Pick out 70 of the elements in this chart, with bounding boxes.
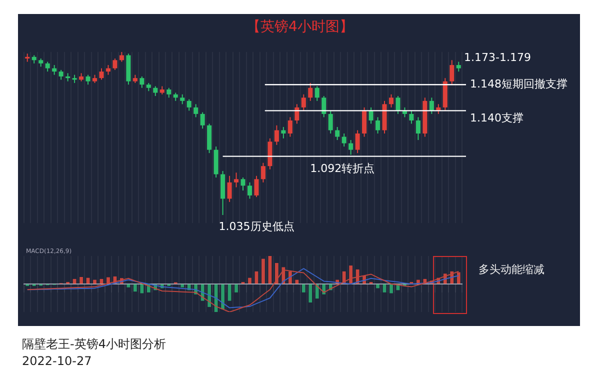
candlestick [355, 130, 360, 154]
bar [390, 284, 393, 294]
candlestick [388, 94, 394, 108]
candlestick [362, 106, 367, 138]
candlestick [274, 124, 279, 146]
candlestick [368, 106, 374, 124]
bar [308, 284, 312, 302]
bar [315, 284, 319, 299]
bar [234, 284, 238, 292]
candlestick [281, 126, 286, 139]
bar [262, 258, 265, 284]
candlestick [314, 86, 320, 102]
bar [180, 284, 184, 288]
candlestick [247, 182, 252, 200]
candlestick [409, 110, 414, 124]
candlestick [45, 61, 50, 72]
text: 1.173-1.179 [464, 50, 531, 64]
text: 1.035历史低点 [218, 220, 294, 233]
bar [134, 284, 137, 292]
candlestick [153, 86, 158, 97]
candlestick [308, 82, 313, 102]
chart-title: 【英镑4小时图】 [246, 18, 354, 36]
candlestick [301, 94, 306, 112]
candlestick [200, 112, 205, 130]
candlestick [335, 126, 340, 141]
bar [126, 284, 130, 288]
candlestick [194, 104, 198, 118]
bar [295, 280, 299, 284]
text: 2022-10-27 [22, 354, 92, 368]
candlestick [86, 74, 90, 86]
bar [376, 284, 380, 288]
candlestick [99, 68, 104, 80]
candlestick [342, 133, 346, 148]
candlestick [348, 140, 354, 156]
candlestick [375, 116, 380, 134]
text: 隔壁老王-英镑4小时图分析 [22, 336, 166, 353]
bar [248, 278, 252, 284]
candlestick [260, 162, 266, 183]
candlestick [58, 69, 64, 80]
candlestick [140, 76, 144, 88]
ref-line-label: 1.092转折点 [310, 162, 375, 176]
candlestick [227, 175, 232, 202]
bar [228, 284, 232, 301]
ref-line-label: 1.148短期回撤支撑 [470, 77, 568, 90]
candlestick [456, 61, 461, 72]
candlestick [429, 97, 434, 114]
candlestick [288, 116, 292, 138]
candlestick [416, 116, 420, 141]
ref-line-label: 1.140支撑 [470, 112, 524, 125]
bar [80, 277, 83, 284]
candlestick [234, 172, 239, 188]
bar [382, 284, 386, 292]
candlestick [328, 110, 333, 134]
bar [140, 284, 144, 294]
text: 多头动能缩减 [478, 262, 545, 277]
candlestick [180, 94, 185, 105]
candlestick [119, 52, 124, 62]
candlestick [254, 175, 259, 198]
candlestick [450, 60, 454, 86]
candlestick [52, 64, 57, 76]
candlestick [186, 98, 192, 112]
bar [93, 280, 96, 284]
bar [221, 284, 224, 310]
candlestick [166, 87, 172, 98]
candlestick [322, 96, 326, 118]
candlestick [396, 96, 400, 114]
bar [302, 284, 306, 292]
candlestick [112, 58, 118, 70]
candlestick [240, 177, 246, 192]
candlestick [106, 64, 111, 76]
